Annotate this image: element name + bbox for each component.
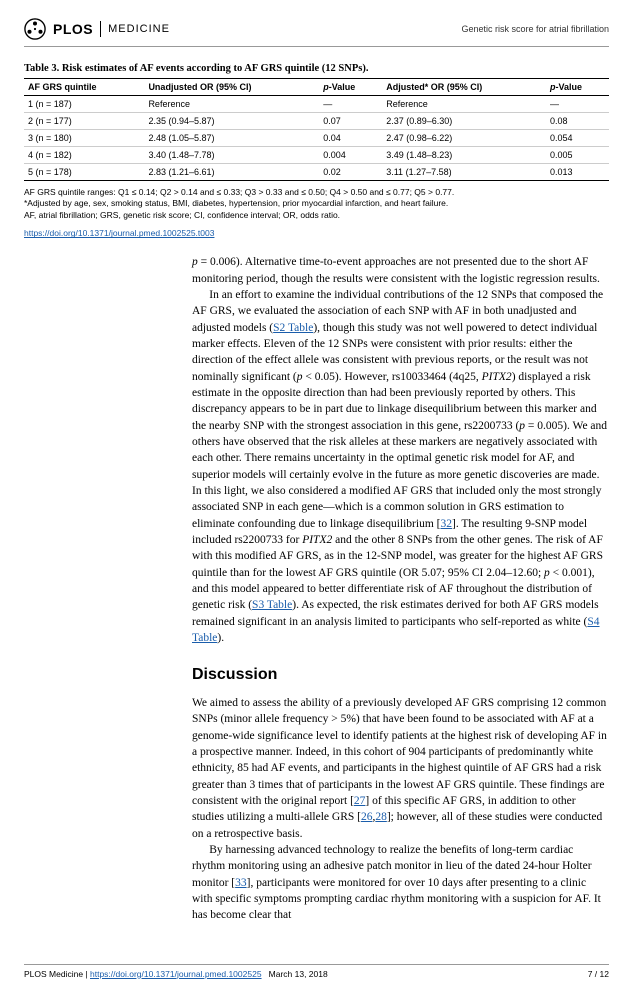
page-header: PLOS MEDICINE Genetic risk score for atr… — [24, 18, 609, 47]
table-cell: 5 (n = 178) — [24, 164, 144, 181]
table-cell: 0.04 — [319, 130, 382, 147]
table-caption: Table 3. Risk estimates of AF events acc… — [24, 63, 609, 74]
table-cell: 0.005 — [546, 147, 609, 164]
table-cell: 0.004 — [319, 147, 382, 164]
table-doi-link[interactable]: https://doi.org/10.1371/journal.pmed.100… — [24, 228, 214, 238]
table-cell: 2 (n = 177) — [24, 113, 144, 130]
table-cell: 3 (n = 180) — [24, 130, 144, 147]
plos-icon — [24, 18, 46, 40]
table-cell: 0.08 — [546, 113, 609, 130]
table-header-cell: p-Value — [319, 79, 382, 96]
table-header-cell: Adjusted* OR (95% CI) — [382, 79, 546, 96]
table-cell: 2.35 (0.94–5.87) — [144, 113, 319, 130]
table-cell: 3.11 (1.27–7.58) — [382, 164, 546, 181]
table-cell: Reference — [144, 96, 319, 113]
ref-27-link[interactable]: 27 — [354, 795, 366, 807]
table-row: 4 (n = 182)3.40 (1.48–7.78)0.0043.49 (1.… — [24, 147, 609, 164]
logo-subtitle: MEDICINE — [108, 23, 170, 35]
table-header-cell: p-Value — [546, 79, 609, 96]
footer-doi-link[interactable]: https://doi.org/10.1371/journal.pmed.100… — [90, 969, 262, 979]
table-cell: Reference — [382, 96, 546, 113]
paragraph: We aimed to assess the ability of a prev… — [192, 695, 609, 842]
journal-logo: PLOS MEDICINE — [24, 18, 170, 40]
table-cell: 2.37 (0.89–6.30) — [382, 113, 546, 130]
table-cell: 0.07 — [319, 113, 382, 130]
table-cell: 2.48 (1.05–5.87) — [144, 130, 319, 147]
ref-33-link[interactable]: 33 — [235, 877, 247, 889]
table-cell: 2.83 (1.21–6.61) — [144, 164, 319, 181]
s2-table-link[interactable]: S2 Table — [273, 322, 313, 334]
table-note-line: *Adjusted by age, sex, smoking status, B… — [24, 198, 609, 209]
ref-32-link[interactable]: 32 — [440, 518, 452, 530]
s3-table-link[interactable]: S3 Table — [252, 599, 292, 611]
table-cell: 1 (n = 187) — [24, 96, 144, 113]
paragraph: In an effort to examine the individual c… — [192, 287, 609, 646]
table-header-cell: Unadjusted OR (95% CI) — [144, 79, 319, 96]
table-cell: 0.02 — [319, 164, 382, 181]
table-cell: 2.47 (0.98–6.22) — [382, 130, 546, 147]
paragraph: p = 0.006). Alternative time-to-event ap… — [192, 254, 609, 287]
page-footer: PLOS Medicine | https://doi.org/10.1371/… — [24, 964, 609, 979]
table-cell: 4 (n = 182) — [24, 147, 144, 164]
body-column: p = 0.006). Alternative time-to-event ap… — [192, 254, 609, 923]
ref-28-link[interactable]: 28 — [375, 811, 387, 823]
table-notes: AF GRS quintile ranges: Q1 ≤ 0.14; Q2 > … — [24, 187, 609, 221]
table-row: 2 (n = 177)2.35 (0.94–5.87)0.072.37 (0.8… — [24, 113, 609, 130]
logo-text: PLOS — [53, 21, 93, 37]
table-row: 1 (n = 187)Reference—Reference— — [24, 96, 609, 113]
ref-26-link[interactable]: 26 — [361, 811, 373, 823]
page-number: 7 / 12 — [588, 969, 609, 979]
footer-left: PLOS Medicine | https://doi.org/10.1371/… — [24, 969, 328, 979]
table-row: 5 (n = 178)2.83 (1.21–6.61)0.023.11 (1.2… — [24, 164, 609, 181]
running-title: Genetic risk score for atrial fibrillati… — [461, 24, 609, 34]
table-row: 3 (n = 180)2.48 (1.05–5.87)0.042.47 (0.9… — [24, 130, 609, 147]
table-cell: — — [319, 96, 382, 113]
table-note-line: AF GRS quintile ranges: Q1 ≤ 0.14; Q2 > … — [24, 187, 609, 198]
table-cell: 0.054 — [546, 130, 609, 147]
table-cell: 3.40 (1.48–7.78) — [144, 147, 319, 164]
paragraph: By harnessing advanced technology to rea… — [192, 842, 609, 924]
logo-divider — [100, 21, 101, 37]
table-cell: 0.013 — [546, 164, 609, 181]
discussion-heading: Discussion — [192, 664, 609, 687]
table-note-line: AF, atrial fibrillation; GRS, genetic ri… — [24, 210, 609, 221]
table-header-cell: AF GRS quintile — [24, 79, 144, 96]
table-cell: — — [546, 96, 609, 113]
table-cell: 3.49 (1.48–8.23) — [382, 147, 546, 164]
data-table: AF GRS quintileUnadjusted OR (95% CI)p-V… — [24, 78, 609, 181]
